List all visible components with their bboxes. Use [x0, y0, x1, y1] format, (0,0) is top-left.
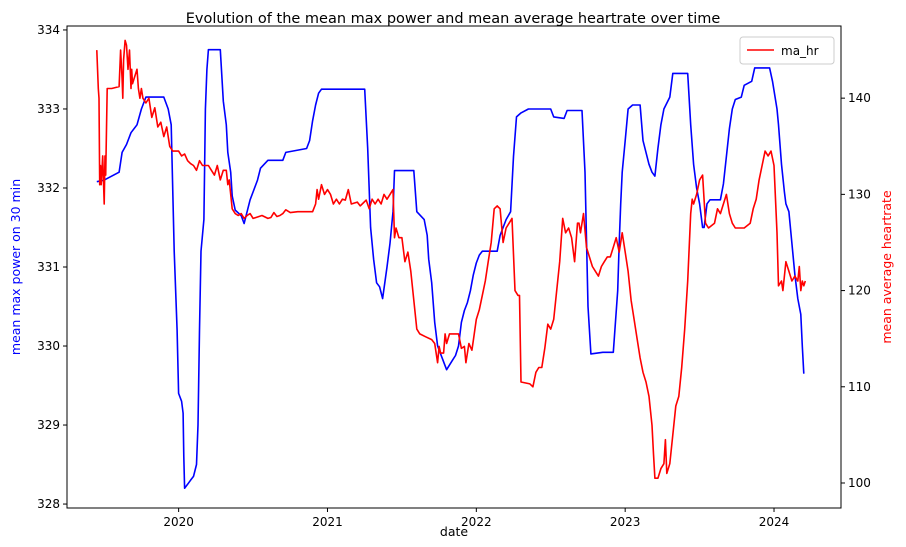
y-right-tick-label: 140: [848, 91, 871, 105]
y-left-tick-label: 332: [37, 181, 60, 195]
series-line-ma-hr: [96, 39, 807, 479]
x-tick-label: 2024: [759, 515, 790, 529]
y-axis-right: 100 110 120 130 140: [841, 91, 871, 490]
y-left-tick-label: 328: [37, 497, 60, 511]
y-right-tick-label: 110: [848, 380, 871, 394]
y-axis-left-label: mean max power on 30 min: [8, 179, 23, 355]
y-left-tick-label: 329: [37, 418, 60, 432]
series-layer: [96, 39, 807, 489]
x-axis: 2020 2021 2022 2023 2024: [163, 508, 789, 529]
y-axis-left: 328 329 330 331 332 333 334: [37, 23, 67, 511]
y-right-tick-label: 130: [848, 187, 871, 201]
x-tick-label: 2020: [163, 515, 194, 529]
chart-title: Evolution of the mean max power and mean…: [186, 11, 721, 27]
legend: ma_hr: [739, 36, 835, 65]
legend-box: [739, 36, 835, 65]
x-tick-label: 2023: [610, 515, 641, 529]
y-left-tick-label: 330: [37, 339, 60, 353]
series-line-left-axis: [96, 48, 805, 489]
x-axis-label: date: [440, 524, 468, 539]
y-left-tick-label: 333: [37, 102, 60, 116]
y-right-tick-label: 100: [848, 476, 871, 490]
y-left-tick-label: 334: [37, 23, 60, 37]
y-axis-right-label: mean average heartrate: [879, 190, 894, 344]
x-tick-label: 2022: [461, 515, 492, 529]
x-tick-label: 2021: [312, 515, 343, 529]
y-left-tick-label: 331: [37, 260, 60, 274]
y-right-tick-label: 120: [848, 284, 871, 298]
legend-label-ma-hr: ma_hr: [781, 44, 819, 58]
